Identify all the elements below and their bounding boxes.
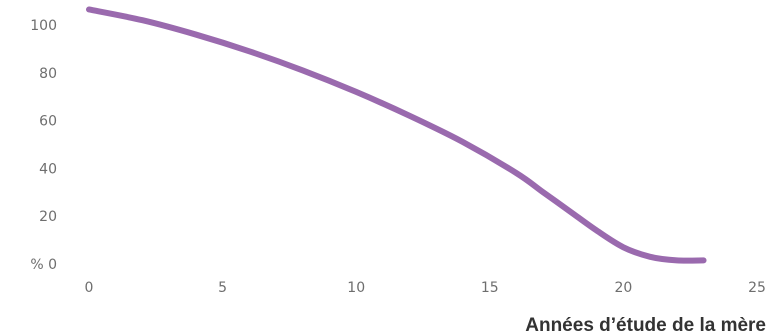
y-tick-label: 80 [39,66,57,82]
y-tick-label: % 0 [30,257,57,273]
x-tick-label: 15 [481,280,499,296]
x-tick-label: 20 [614,280,632,296]
x-tick-label: 25 [748,280,766,296]
plot-area [86,6,707,264]
x-axis-title: Années d’étude de la mère [525,315,766,336]
x-tick-label: 10 [347,280,365,296]
y-tick-label: 40 [39,161,57,177]
y-tick-label: 100 [30,18,57,34]
x-axis: 0 5 10 15 20 25 [85,280,766,296]
y-tick-label: 60 [39,114,57,130]
y-axis: % 0 20 40 60 80 100 [30,18,57,273]
x-tick-label: 5 [218,280,227,296]
series-line [86,6,707,264]
x-tick-label: 0 [85,280,94,296]
y-tick-label: 20 [39,209,57,225]
